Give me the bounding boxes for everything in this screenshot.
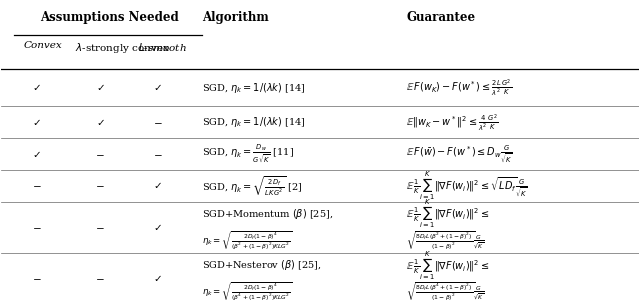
Text: $\mathbb{E}\,\frac{1}{K}\sum_{i=1}^K \|\nabla F(w_i)\|^2 \leq$: $\mathbb{E}\,\frac{1}{K}\sum_{i=1}^K \|\… bbox=[406, 198, 490, 230]
Text: $\checkmark$: $\checkmark$ bbox=[153, 83, 162, 92]
Text: $\eta_k = \sqrt{\frac{2D_f(1-\beta)^4}{(\beta^4+(1-\beta)^2)KLG^2}}$: $\eta_k = \sqrt{\frac{2D_f(1-\beta)^4}{(… bbox=[202, 281, 293, 302]
Text: $\checkmark$: $\checkmark$ bbox=[153, 274, 162, 283]
Text: $\sqrt{\frac{8D_f L(\beta^2+(1-\beta)^2)}{(1-\beta)^2}}\frac{G}{\sqrt{K}}$: $\sqrt{\frac{8D_f L(\beta^2+(1-\beta)^2)… bbox=[406, 230, 484, 252]
Text: $-$: $-$ bbox=[31, 182, 41, 190]
Text: SGD+Momentum $(\beta)$ [25],: SGD+Momentum $(\beta)$ [25], bbox=[202, 207, 333, 221]
Text: $L$-smooth: $L$-smooth bbox=[138, 41, 188, 53]
Text: $-$: $-$ bbox=[95, 223, 105, 232]
Text: $\sqrt{\frac{8D_f L(\beta^4+(1-\beta)^2)}{(1-\beta)^2}}\frac{G}{\sqrt{K}}$: $\sqrt{\frac{8D_f L(\beta^4+(1-\beta)^2)… bbox=[406, 281, 484, 302]
Text: $\checkmark$: $\checkmark$ bbox=[32, 118, 41, 127]
Text: $\checkmark$: $\checkmark$ bbox=[32, 83, 41, 92]
Text: $-$: $-$ bbox=[31, 274, 41, 283]
Text: $\mathbb{E}\,\frac{1}{K}\sum_{i=1}^K \|\nabla F(w_i)\|^2 \leq$: $\mathbb{E}\,\frac{1}{K}\sum_{i=1}^K \|\… bbox=[406, 249, 490, 281]
Text: $\mathbb{E}\,\frac{1}{K}\sum_{i=1}^K \|\nabla F(w_i)\|^2 \leq \sqrt{LD_f}\frac{G: $\mathbb{E}\,\frac{1}{K}\sum_{i=1}^K \|\… bbox=[406, 169, 528, 202]
Text: SGD+Nesterov $(\beta)$ [25],: SGD+Nesterov $(\beta)$ [25], bbox=[202, 258, 322, 272]
Text: SGD, $\eta_k = \frac{D_w}{G\sqrt{K}}$ [11]: SGD, $\eta_k = \frac{D_w}{G\sqrt{K}}$ [1… bbox=[202, 143, 294, 165]
Text: Convex: Convex bbox=[24, 41, 63, 50]
Text: SGD, $\eta_k = 1/(\lambda k)$ [14]: SGD, $\eta_k = 1/(\lambda k)$ [14] bbox=[202, 115, 306, 129]
Text: $\eta_k = \sqrt{\frac{2D_f(1-\beta)^4}{(\beta^2+(1-\beta)^2)KLG^2}}$: $\eta_k = \sqrt{\frac{2D_f(1-\beta)^4}{(… bbox=[202, 230, 293, 252]
Text: $-$: $-$ bbox=[95, 182, 105, 190]
Text: Algorithm: Algorithm bbox=[202, 11, 269, 24]
Text: SGD, $\eta_k = 1/(\lambda k)$ [14]: SGD, $\eta_k = 1/(\lambda k)$ [14] bbox=[202, 81, 306, 95]
Text: SGD, $\eta_k = \sqrt{\frac{2D_f}{LKG^2}}$ [2]: SGD, $\eta_k = \sqrt{\frac{2D_f}{LKG^2}}… bbox=[202, 174, 303, 198]
Text: $-$: $-$ bbox=[95, 149, 105, 159]
Text: $\checkmark$: $\checkmark$ bbox=[32, 149, 41, 159]
Text: Guarantee: Guarantee bbox=[406, 11, 475, 24]
Text: $-$: $-$ bbox=[153, 149, 163, 159]
Text: $\checkmark$: $\checkmark$ bbox=[96, 83, 104, 92]
Text: $\lambda$-strongly convex: $\lambda$-strongly convex bbox=[75, 41, 170, 56]
Text: $\checkmark$: $\checkmark$ bbox=[153, 182, 162, 190]
Text: $\mathbb{E}\|w_K - w^*\|^2 \leq \frac{4}{\lambda^2}\frac{G^2}{K}$: $\mathbb{E}\|w_K - w^*\|^2 \leq \frac{4}… bbox=[406, 112, 499, 133]
Text: $\checkmark$: $\checkmark$ bbox=[153, 223, 162, 232]
Text: $-$: $-$ bbox=[95, 274, 105, 283]
Text: $-$: $-$ bbox=[31, 223, 41, 232]
Text: $\checkmark$: $\checkmark$ bbox=[96, 118, 104, 127]
Text: $\mathbb{E}\, F(\bar{w}) - F(w^*) \leq D_w\frac{G}{\sqrt{K}}$: $\mathbb{E}\, F(\bar{w}) - F(w^*) \leq D… bbox=[406, 143, 513, 165]
Text: $\mathbb{E}\, F(w_K) - F(w^*) \leq \frac{2L}{\lambda^2}\frac{G^2}{K}$: $\mathbb{E}\, F(w_K) - F(w^*) \leq \frac… bbox=[406, 77, 512, 98]
Text: Assumptions Needed: Assumptions Needed bbox=[40, 11, 179, 24]
Text: $-$: $-$ bbox=[153, 118, 163, 127]
